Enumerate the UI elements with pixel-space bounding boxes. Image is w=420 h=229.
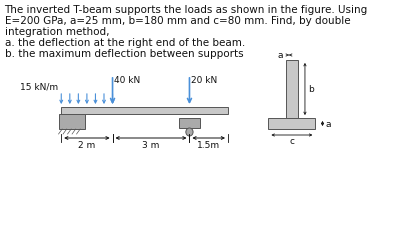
Text: The inverted T-beam supports the loads as shown in the figure. Using: The inverted T-beam supports the loads a… — [5, 5, 368, 15]
Text: 2 m: 2 m — [78, 140, 95, 149]
Bar — [178, 118, 200, 128]
Text: E=200 GPa, a=25 mm, b=180 mm and c=80 mm. Find, by double: E=200 GPa, a=25 mm, b=180 mm and c=80 mm… — [5, 16, 350, 26]
Bar — [286, 61, 298, 118]
Bar — [60, 114, 85, 129]
Text: 3 m: 3 m — [142, 140, 160, 149]
Text: a. the deflection at the right end of the beam.: a. the deflection at the right end of th… — [5, 38, 245, 48]
Text: 40 kN: 40 kN — [114, 76, 141, 85]
Text: 1.5m: 1.5m — [197, 140, 220, 149]
Text: a: a — [278, 51, 284, 60]
Text: c: c — [289, 136, 294, 145]
Bar — [268, 118, 315, 129]
Bar — [61, 108, 228, 114]
Text: b: b — [308, 85, 313, 94]
Text: integration method,: integration method, — [5, 27, 109, 37]
Text: 20 kN: 20 kN — [191, 76, 218, 85]
Text: a: a — [325, 120, 331, 128]
Text: 15 kN/m: 15 kN/m — [21, 82, 58, 91]
Text: b. the maximum deflection between supports: b. the maximum deflection between suppor… — [5, 49, 243, 59]
Circle shape — [186, 128, 193, 136]
